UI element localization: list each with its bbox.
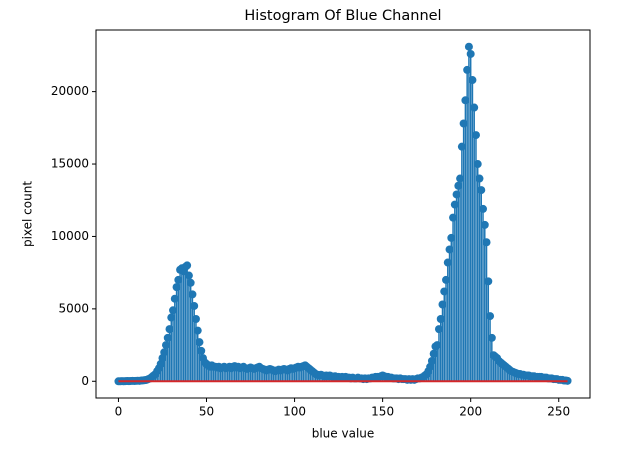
stem-marker xyxy=(457,142,466,151)
x-tick-label: 250 xyxy=(547,405,570,419)
stem-marker xyxy=(170,294,179,303)
stem-marker xyxy=(167,313,176,322)
stem-marker xyxy=(184,271,193,280)
stem-marker xyxy=(433,341,442,350)
stem-marker xyxy=(484,277,493,286)
stem-marker xyxy=(190,301,199,310)
stem-marker xyxy=(163,333,172,342)
stem-marker xyxy=(442,275,451,284)
plot-area xyxy=(114,42,572,386)
stem-marker xyxy=(468,76,477,85)
stem-marker xyxy=(477,186,486,195)
stem-marker xyxy=(438,300,447,309)
stem-marker xyxy=(193,326,202,335)
stem-marker xyxy=(459,119,468,128)
x-tick-label: 100 xyxy=(283,405,306,419)
chart-title: Histogram Of Blue Channel xyxy=(244,8,441,24)
stem-marker xyxy=(165,325,174,334)
y-tick-label: 5000 xyxy=(58,301,89,315)
axes-frame xyxy=(95,29,591,399)
stem-marker xyxy=(487,333,496,342)
y-tick-label: 0 xyxy=(81,374,89,388)
y-axis-label: pixel count xyxy=(21,181,35,247)
stem-marker xyxy=(471,131,480,140)
stem-marker xyxy=(427,356,436,365)
stem-marker xyxy=(436,314,445,323)
stem-marker xyxy=(445,245,454,254)
x-axis-label: blue value xyxy=(312,427,375,441)
stem-marker xyxy=(464,42,473,51)
x-tick-label: 50 xyxy=(199,405,214,419)
stem-marker xyxy=(160,348,169,357)
stem-marker xyxy=(463,65,472,74)
stem-marker xyxy=(454,181,463,190)
stem-marker xyxy=(172,283,181,292)
stem-marker xyxy=(456,174,465,183)
stem-marker xyxy=(466,49,475,58)
stem-marker xyxy=(440,287,449,296)
stem-marker xyxy=(470,103,479,112)
stem-marker xyxy=(449,213,458,222)
stem-marker xyxy=(479,204,488,213)
stem-marker xyxy=(480,220,489,229)
stem-marker xyxy=(450,200,459,209)
stem-marker xyxy=(162,341,171,350)
stem-marker xyxy=(482,238,491,247)
stem-marker xyxy=(434,325,443,334)
stem-marker xyxy=(169,306,178,315)
stem-marker xyxy=(188,290,197,299)
stem-marker xyxy=(183,261,192,270)
y-tick-label: 15000 xyxy=(51,157,89,171)
stem-marker xyxy=(486,312,495,321)
x-tick-label: 200 xyxy=(459,405,482,419)
stem-marker xyxy=(443,258,452,267)
x-tick-label: 150 xyxy=(371,405,394,419)
stem-marker xyxy=(191,314,200,323)
y-tick-label: 10000 xyxy=(51,229,89,243)
stem-marker xyxy=(195,338,204,347)
stem-marker xyxy=(473,160,482,169)
stem-marker xyxy=(461,96,470,105)
stem-marker xyxy=(197,346,206,355)
y-tick-label: 20000 xyxy=(51,84,89,98)
stem-marker xyxy=(186,278,195,287)
stem-marker xyxy=(452,190,461,199)
stem-marker xyxy=(475,174,484,183)
stem-marker xyxy=(447,233,456,242)
x-tick-label: 0 xyxy=(115,405,123,419)
stem-marker xyxy=(174,275,183,284)
stem-marker xyxy=(429,349,438,358)
